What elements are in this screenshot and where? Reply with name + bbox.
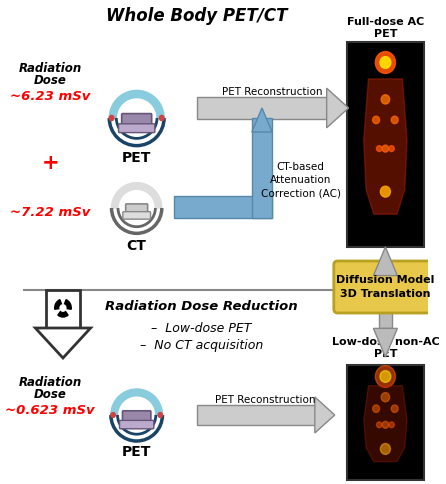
Text: Radiation: Radiation: [18, 376, 82, 389]
Text: PET: PET: [122, 445, 151, 459]
Text: ~0.623 mSv: ~0.623 mSv: [5, 404, 95, 417]
Circle shape: [376, 52, 396, 74]
Polygon shape: [111, 389, 162, 415]
Circle shape: [389, 146, 394, 151]
Text: –  No CT acquisition: – No CT acquisition: [140, 339, 263, 352]
Text: Dose: Dose: [33, 74, 66, 87]
Text: CT-based
Attenuation
Correction (AC): CT-based Attenuation Correction (AC): [260, 162, 341, 198]
Text: Diffusion Model
3D Translation: Diffusion Model 3D Translation: [336, 275, 434, 299]
Bar: [379, 309, 392, 329]
Circle shape: [380, 371, 391, 382]
Circle shape: [109, 116, 114, 121]
Circle shape: [376, 422, 382, 428]
Polygon shape: [326, 88, 349, 128]
Bar: [252, 118, 272, 218]
Text: Radiation Dose Reduction: Radiation Dose Reduction: [105, 301, 297, 314]
Circle shape: [380, 443, 390, 454]
FancyBboxPatch shape: [123, 411, 151, 423]
Text: Full-dose AC
PET: Full-dose AC PET: [347, 17, 424, 39]
Circle shape: [376, 146, 382, 151]
Polygon shape: [364, 79, 407, 214]
Polygon shape: [252, 108, 272, 132]
Bar: [46, 290, 79, 328]
Bar: [347, 42, 424, 247]
Text: Low-dose non-AC
PET: Low-dose non-AC PET: [331, 337, 439, 359]
Polygon shape: [112, 182, 162, 208]
Text: Dose: Dose: [33, 388, 66, 400]
Polygon shape: [315, 397, 335, 433]
Circle shape: [372, 116, 380, 124]
Circle shape: [159, 116, 164, 121]
FancyBboxPatch shape: [126, 204, 148, 213]
Bar: [197, 405, 319, 425]
Text: PET Reconstruction: PET Reconstruction: [222, 87, 323, 97]
Circle shape: [158, 412, 162, 417]
Circle shape: [382, 145, 388, 152]
Polygon shape: [373, 329, 397, 357]
FancyBboxPatch shape: [122, 114, 152, 126]
Circle shape: [380, 186, 390, 197]
Text: Radiation: Radiation: [18, 61, 82, 75]
FancyBboxPatch shape: [120, 421, 154, 429]
FancyBboxPatch shape: [119, 124, 155, 133]
Bar: [379, 265, 392, 275]
Wedge shape: [58, 308, 68, 317]
Circle shape: [376, 365, 396, 387]
Polygon shape: [109, 91, 164, 118]
Text: PET: PET: [122, 151, 151, 165]
FancyBboxPatch shape: [334, 261, 437, 313]
Wedge shape: [55, 300, 63, 309]
Circle shape: [111, 412, 116, 417]
Polygon shape: [35, 328, 91, 358]
Polygon shape: [373, 247, 397, 275]
Text: ~7.22 mSv: ~7.22 mSv: [10, 207, 90, 220]
Circle shape: [389, 422, 394, 428]
Circle shape: [381, 393, 390, 402]
FancyBboxPatch shape: [123, 212, 151, 219]
Circle shape: [60, 305, 66, 311]
Circle shape: [382, 421, 388, 428]
Bar: [173, 196, 272, 218]
Text: PET Reconstruction: PET Reconstruction: [215, 395, 316, 405]
Circle shape: [391, 116, 398, 124]
Polygon shape: [364, 386, 407, 462]
Text: +: +: [41, 153, 59, 173]
Bar: [197, 97, 331, 119]
Text: CT: CT: [127, 239, 147, 253]
Text: –  Low-dose PET: – Low-dose PET: [151, 321, 252, 334]
Circle shape: [391, 405, 398, 412]
Wedge shape: [63, 300, 71, 309]
Circle shape: [381, 95, 390, 104]
Bar: [347, 365, 424, 480]
Text: ~6.23 mSv: ~6.23 mSv: [10, 90, 90, 103]
Circle shape: [372, 405, 380, 412]
Circle shape: [380, 57, 391, 68]
Text: Whole Body PET/CT: Whole Body PET/CT: [106, 7, 287, 25]
